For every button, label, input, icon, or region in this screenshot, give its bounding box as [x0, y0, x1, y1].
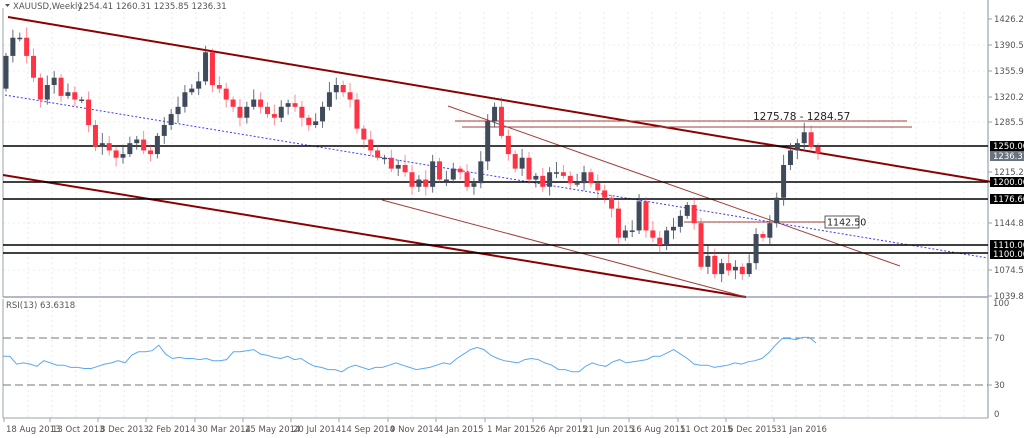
rsi-panel: RSI(13) 63.6318 100 70 30 0 [3, 299, 1009, 420]
level-tag-1176: 1176.60 [993, 195, 1024, 205]
time-tick-label: 1 Mar 2015 [487, 425, 535, 435]
price-box-label: 1142.50 [827, 218, 866, 229]
price-tick: 1355.90 [994, 67, 1024, 77]
symbol-label: XAUUSD,Weekly [13, 2, 82, 12]
price-tick: 1039.85 [994, 292, 1024, 302]
channel-upper-line [7, 16, 1011, 186]
level-tags: 1250.00 1236.31 1200.00 1176.60 1110.00 … [990, 141, 1024, 260]
price-tick: 1074.50 [994, 266, 1024, 276]
time-tick-label: 21 Jun 2015 [583, 425, 634, 435]
chart-overlays [2, 16, 1011, 298]
rsi-line [3, 336, 817, 373]
current-price-tag: 1236.31 [993, 152, 1024, 162]
level-tag-1110: 1110.00 [993, 241, 1024, 251]
inner-channel-lower [381, 199, 747, 298]
time-tick-label: 8 Dec 2013 [100, 425, 149, 435]
time-tick-label: 20 Jul 2014 [293, 425, 341, 435]
time-tick-label: 14 Sep 2014 [341, 425, 395, 435]
inner-channel-upper [447, 105, 901, 267]
price-tick: 1215.20 [994, 168, 1024, 178]
triangle-down-icon[interactable] [5, 4, 10, 7]
rsi-tick-0: 0 [994, 410, 999, 420]
ohlc-values: 1254.41 1260.31 1235.85 1236.31 [78, 2, 227, 12]
level-tag-1250: 1250.00 [993, 142, 1024, 152]
time-tick-label: 13 Oct 2013 [52, 425, 105, 435]
price-axis[interactable]: 1426.25 1390.55 1355.90 1320.20 1285.55 … [988, 15, 1024, 302]
price-tick: 1320.20 [994, 93, 1024, 103]
time-tick-label: 25 May 2014 [245, 425, 300, 435]
price-box-1142: 1142.50 [824, 215, 866, 229]
price-tick: 1426.25 [994, 15, 1024, 25]
level-tag-1100: 1100.00 [993, 250, 1024, 260]
rsi-label: RSI(13) 63.6318 [6, 301, 75, 311]
price-tick: 1285.55 [994, 118, 1024, 128]
time-tick-label: 4 Jan 2015 [438, 425, 484, 435]
time-tick-label: 9 Nov 2014 [390, 425, 439, 435]
time-tick-label: 11 Oct 2015 [680, 425, 733, 435]
price-tick: 1144.85 [994, 219, 1024, 229]
level-tag-1200: 1200.00 [993, 178, 1024, 188]
rsi-tick-70: 70 [994, 334, 1005, 344]
time-tick-label: 30 Mar 2014 [197, 425, 251, 435]
resistance-zone-label: 1275.78 - 1284.57 [753, 111, 850, 123]
chart-header: XAUUSD,Weekly 1254.41 1260.31 1235.85 12… [5, 2, 227, 12]
time-tick-label: 18 Aug 2013 [6, 425, 60, 435]
time-tick-label: 26 Apr 2015 [535, 425, 588, 435]
candlestick-series [3, 27, 821, 283]
time-tick-label: 6 Dec 2015 [728, 425, 777, 435]
channel-lower-line [2, 174, 747, 298]
rsi-tick-30: 30 [994, 381, 1005, 391]
time-tick-label: 31 Jan 2016 [776, 425, 827, 435]
time-tick-label: 16 Aug 2015 [631, 425, 685, 435]
rsi-tick-100: 100 [993, 299, 1009, 309]
price-tick: 1390.55 [994, 41, 1024, 51]
time-tick-label: 2 Feb 2014 [148, 425, 196, 435]
